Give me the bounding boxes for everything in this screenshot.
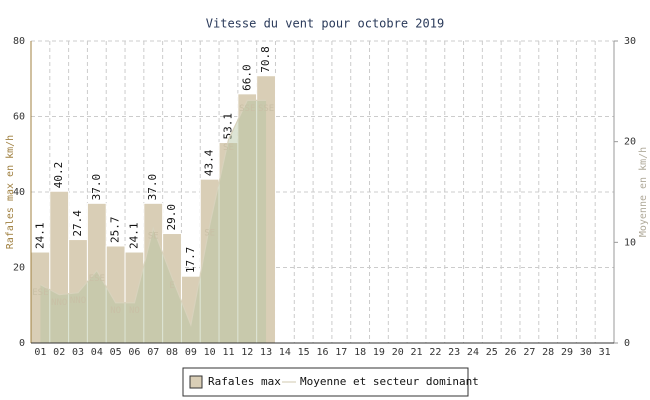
sector-label: E — [169, 281, 174, 291]
legend-swatch — [189, 375, 203, 389]
value-label: 43.4 — [203, 149, 216, 176]
x-tick-label: 29 — [561, 347, 573, 358]
y2-tick-label: 30 — [624, 36, 636, 47]
x-tick-label: 14 — [279, 347, 291, 358]
x-tick-label: 30 — [580, 347, 592, 358]
legend-label: Moyenne et secteur dominant — [300, 375, 479, 388]
x-tick-label: 18 — [354, 347, 366, 358]
x-tick-label: 15 — [298, 347, 310, 358]
value-label: 24.1 — [33, 223, 46, 250]
chart-title: Vitesse du vent pour octobre 2019 — [206, 17, 444, 31]
sector-label: SE — [223, 143, 234, 153]
value-label: 70.8 — [259, 46, 272, 73]
x-tick-label: 02 — [53, 347, 65, 358]
sector-label: NO — [110, 306, 121, 316]
sector-label: SE — [204, 229, 215, 239]
y-tick-label: 20 — [13, 263, 25, 274]
value-label: 17.7 — [184, 247, 197, 274]
y-tick-label: 40 — [13, 187, 25, 198]
x-tick-label: 06 — [128, 347, 140, 358]
value-label: 66.0 — [240, 64, 253, 91]
x-tick-label: 03 — [72, 347, 84, 358]
x-tick-label: 27 — [523, 347, 535, 358]
y-tick-label: 0 — [19, 338, 25, 349]
x-tick-label: 25 — [486, 347, 498, 358]
sector-label: NNO — [51, 298, 67, 308]
value-label: 24.1 — [127, 223, 140, 250]
y-tick-label: 60 — [13, 112, 25, 123]
x-tick-label: 28 — [542, 347, 554, 358]
y2-tick-label: 10 — [624, 237, 636, 248]
x-tick-label: 20 — [392, 347, 404, 358]
x-tick-label: 31 — [599, 347, 611, 358]
y2-tick-label: 20 — [624, 137, 636, 148]
x-tick-label: 05 — [110, 347, 122, 358]
sector-label: NNO — [70, 296, 86, 306]
x-tick-label: 26 — [505, 347, 517, 358]
sector-label: SSE — [258, 104, 274, 114]
x-tick-label: 01 — [34, 347, 46, 358]
average-area — [40, 100, 267, 343]
sector-label: ESE — [89, 274, 105, 284]
x-tick-label: 08 — [166, 347, 178, 358]
value-label: 37.0 — [146, 174, 159, 201]
x-tick-label: 04 — [91, 347, 103, 358]
y2-tick-label: 0 — [624, 338, 630, 349]
sector-label: NO — [129, 306, 140, 316]
value-label: 27.4 — [71, 210, 84, 237]
sector-label: SSE — [239, 104, 255, 114]
legend — [182, 367, 469, 397]
x-tick-label: 24 — [467, 347, 479, 358]
value-label: 25.7 — [109, 216, 122, 243]
sector-label: ESE — [32, 288, 48, 298]
x-tick-label: 16 — [316, 347, 328, 358]
x-tick-label: 23 — [448, 347, 460, 358]
sector-label: SE — [148, 232, 159, 242]
average-line — [40, 99, 267, 328]
x-tick-label: 09 — [185, 347, 197, 358]
x-tick-label: 19 — [373, 347, 385, 358]
y-axis-label: Rafales max en km/h — [5, 135, 16, 249]
x-tick-label: 13 — [260, 347, 272, 358]
value-label: 40.2 — [52, 162, 65, 189]
x-tick-label: 10 — [204, 347, 216, 358]
legend-label: Rafales max — [208, 375, 281, 388]
x-tick-label: 21 — [411, 347, 423, 358]
value-label: 29.0 — [165, 204, 178, 231]
y-tick-label: 80 — [13, 36, 25, 47]
value-label: 37.0 — [90, 174, 103, 201]
y2-axis-label: Moyenne en km/h — [638, 147, 649, 237]
x-tick-label: 17 — [335, 347, 347, 358]
x-tick-label: 07 — [147, 347, 159, 358]
x-tick-label: 12 — [241, 347, 253, 358]
x-tick-label: 22 — [429, 347, 441, 358]
x-tick-label: 11 — [222, 347, 234, 358]
